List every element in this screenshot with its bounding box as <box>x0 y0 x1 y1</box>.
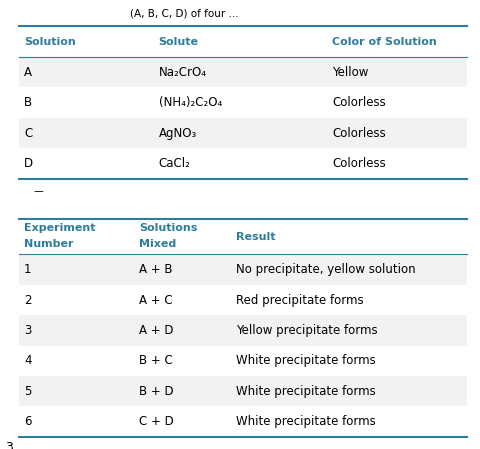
Text: 3.: 3. <box>5 441 17 449</box>
Text: Red precipitate forms: Red precipitate forms <box>235 294 362 307</box>
Text: Colorless: Colorless <box>331 127 385 140</box>
Text: Solute: Solute <box>158 37 198 47</box>
Text: (NH₄)₂C₂O₄: (NH₄)₂C₂O₄ <box>158 96 221 109</box>
Text: 5: 5 <box>24 385 31 398</box>
Text: C: C <box>24 127 32 140</box>
FancyBboxPatch shape <box>19 315 466 346</box>
Text: Yellow: Yellow <box>331 66 368 79</box>
Text: White precipitate forms: White precipitate forms <box>235 415 375 428</box>
Text: 2: 2 <box>24 294 32 307</box>
Text: White precipitate forms: White precipitate forms <box>235 355 375 367</box>
Text: Colorless: Colorless <box>331 157 385 170</box>
Text: 1: 1 <box>24 263 32 276</box>
Text: Experiment: Experiment <box>24 223 96 233</box>
Text: A + D: A + D <box>139 324 174 337</box>
Text: Result: Result <box>235 232 275 242</box>
Text: A + C: A + C <box>139 294 173 307</box>
Text: D: D <box>24 157 33 170</box>
Text: 6: 6 <box>24 415 32 428</box>
Text: Solution: Solution <box>24 37 76 47</box>
Text: Solutions: Solutions <box>139 223 197 233</box>
Text: B: B <box>24 96 32 109</box>
FancyBboxPatch shape <box>19 285 466 315</box>
Text: Mixed: Mixed <box>139 239 176 249</box>
Text: Yellow precipitate forms: Yellow precipitate forms <box>235 324 376 337</box>
Text: Color of Solution: Color of Solution <box>331 37 436 47</box>
Text: B + D: B + D <box>139 385 174 398</box>
FancyBboxPatch shape <box>19 118 466 148</box>
Text: White precipitate forms: White precipitate forms <box>235 385 375 398</box>
Text: 3: 3 <box>24 324 31 337</box>
Text: Colorless: Colorless <box>331 96 385 109</box>
Text: 4: 4 <box>24 355 32 367</box>
FancyBboxPatch shape <box>19 57 466 87</box>
FancyBboxPatch shape <box>19 407 466 437</box>
Text: A + B: A + B <box>139 263 173 276</box>
Text: —: — <box>34 186 43 196</box>
Text: A: A <box>24 66 32 79</box>
Text: (A, B, C, D) of four ...: (A, B, C, D) of four ... <box>130 9 238 19</box>
Text: CaCl₂: CaCl₂ <box>158 157 190 170</box>
Text: C + D: C + D <box>139 415 174 428</box>
FancyBboxPatch shape <box>19 346 466 376</box>
FancyBboxPatch shape <box>19 148 466 179</box>
FancyBboxPatch shape <box>19 87 466 118</box>
Text: Number: Number <box>24 239 73 249</box>
Text: B + C: B + C <box>139 355 173 367</box>
FancyBboxPatch shape <box>19 255 466 285</box>
Text: AgNO₃: AgNO₃ <box>158 127 197 140</box>
Text: No precipitate, yellow solution: No precipitate, yellow solution <box>235 263 414 276</box>
FancyBboxPatch shape <box>19 376 466 407</box>
Text: Na₂CrO₄: Na₂CrO₄ <box>158 66 206 79</box>
